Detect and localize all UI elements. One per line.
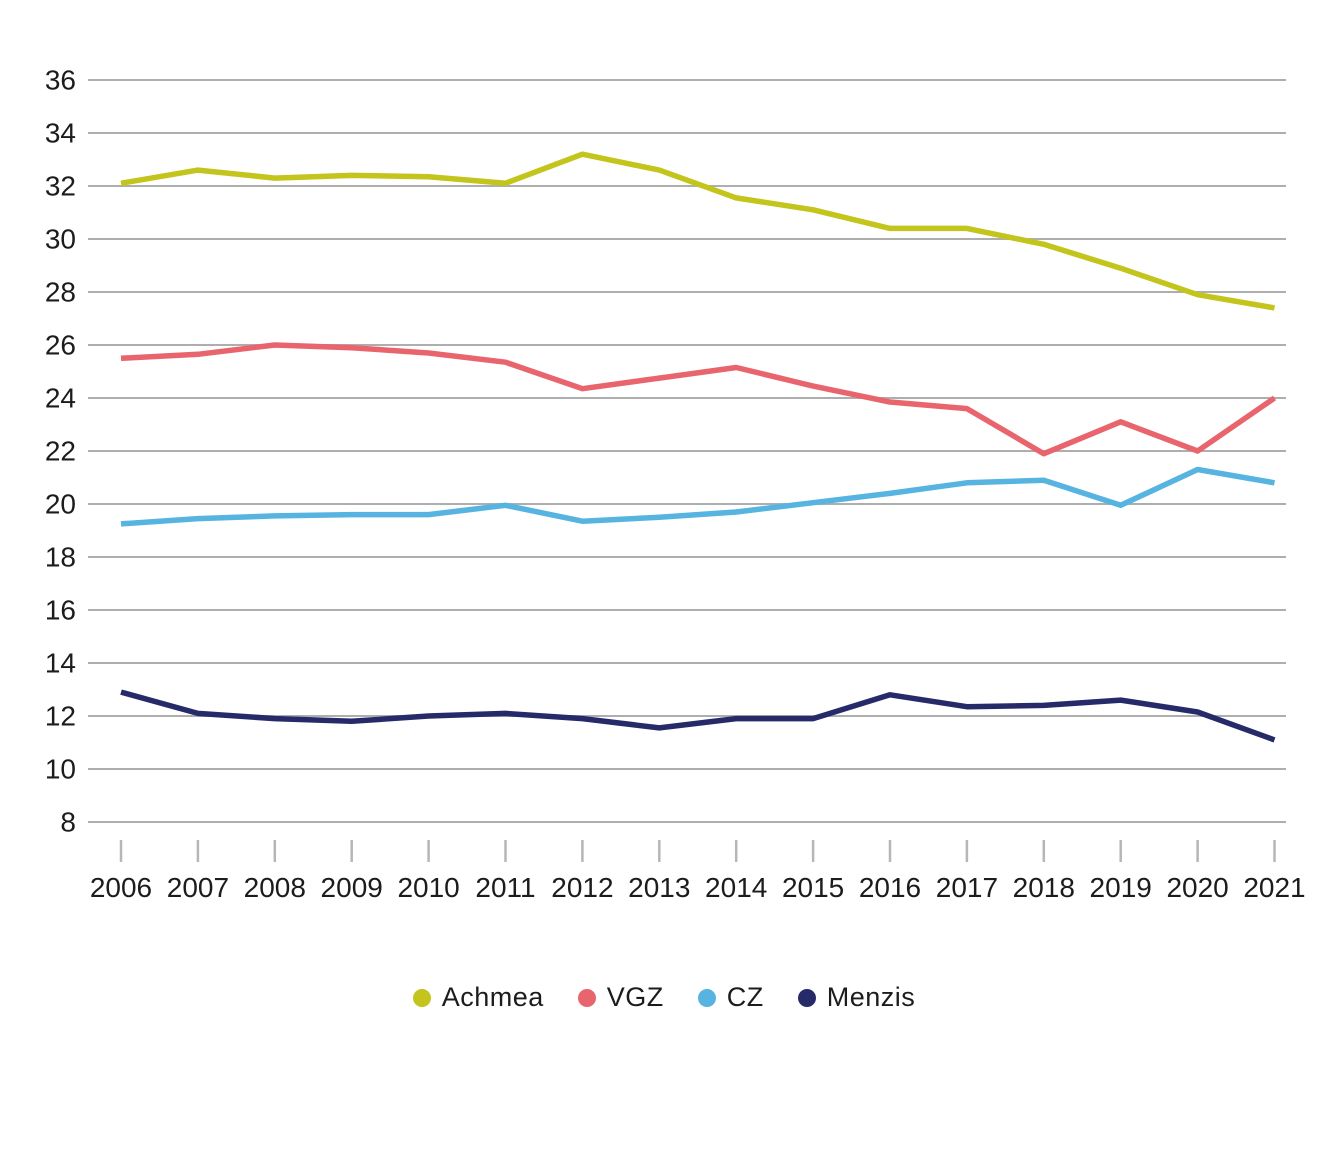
series-line-vgz xyxy=(120,342,1277,457)
x-axis-tick-label-2013: 2013 xyxy=(628,872,690,903)
y-axis-tick-label-28: 28 xyxy=(45,277,76,308)
legend-label-cz: CZ xyxy=(726,982,764,1012)
x-axis-tick-label-2014: 2014 xyxy=(705,872,767,903)
legend-item-menzis: Menzis xyxy=(797,982,916,1013)
x-axis-tick-label-2011: 2011 xyxy=(475,872,535,903)
legend-item-cz: CZ xyxy=(697,982,764,1013)
legend-label-menzis: Menzis xyxy=(826,982,916,1012)
y-axis-tick-label-32: 32 xyxy=(45,171,76,202)
y-axis-tick-label-30: 30 xyxy=(45,224,76,255)
x-axis-tick-label-2021: 2021 xyxy=(1243,872,1305,903)
y-axis-tick-label-14: 14 xyxy=(45,648,76,679)
series-line-cz xyxy=(120,466,1275,527)
legend-dot-menzis xyxy=(797,988,816,1007)
y-axis-tick-label-26: 26 xyxy=(45,330,76,361)
x-axis-tick-label-2008: 2008 xyxy=(244,872,306,903)
y-axis-tick-label-34: 34 xyxy=(45,118,76,149)
legend-dot-vgz xyxy=(577,988,596,1007)
legend: Achmea VGZ CZ Menzis xyxy=(0,982,1328,1013)
x-axis-tick-label-2007: 2007 xyxy=(167,872,229,903)
x-axis-tick-label-2016: 2016 xyxy=(859,872,921,903)
series-line-achmea xyxy=(120,151,1275,311)
y-axis-tick-label-22: 22 xyxy=(45,436,76,467)
legend-dot-cz xyxy=(697,988,716,1007)
x-axis-tick-label-2017: 2017 xyxy=(936,872,998,903)
x-axis-tick-label-2009: 2009 xyxy=(321,872,383,903)
y-axis-tick-label-12: 12 xyxy=(45,701,76,732)
legend-item-vgz: VGZ xyxy=(577,982,664,1013)
y-axis-tick-label-20: 20 xyxy=(45,489,76,520)
x-axis-tick-label-2018: 2018 xyxy=(1013,872,1075,903)
legend-dot-achmea xyxy=(412,988,431,1007)
legend-item-achmea: Achmea xyxy=(412,982,544,1013)
y-axis-tick-label-18: 18 xyxy=(45,542,76,573)
x-axis-tick-label-2006: 2006 xyxy=(90,872,152,903)
x-axis-tick-label-2010: 2010 xyxy=(397,872,459,903)
x-axis-tick-label-2019: 2019 xyxy=(1090,872,1152,903)
series-line-menzis xyxy=(120,689,1276,743)
y-axis-tick-label-36: 36 xyxy=(45,65,76,96)
x-axis-tick-label-2012: 2012 xyxy=(551,872,613,903)
x-axis-tick-label-2015: 2015 xyxy=(782,872,844,903)
y-axis-tick-label-8: 8 xyxy=(60,807,76,838)
legend-label-vgz: VGZ xyxy=(606,982,664,1012)
y-axis-tick-label-10: 10 xyxy=(45,754,76,785)
x-axis-tick-label-2020: 2020 xyxy=(1166,872,1228,903)
y-axis-tick-label-24: 24 xyxy=(45,383,76,414)
y-axis-tick-label-16: 16 xyxy=(45,595,76,626)
legend-label-achmea: Achmea xyxy=(441,982,544,1012)
